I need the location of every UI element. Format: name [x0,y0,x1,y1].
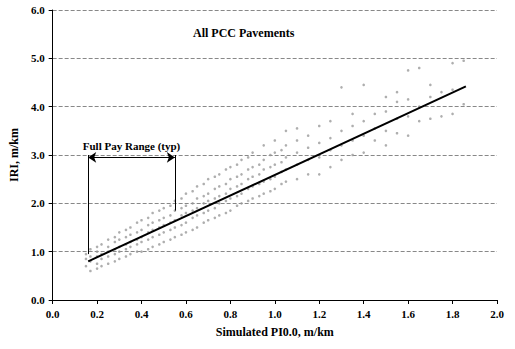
svg-text:1.4: 1.4 [357,308,371,320]
svg-text:1.0: 1.0 [31,246,45,258]
svg-text:0.4: 0.4 [135,308,149,320]
svg-text:Simulated PI0.0, m/km: Simulated PI0.0, m/km [216,325,334,339]
svg-text:0.8: 0.8 [224,308,238,320]
svg-text:0.6: 0.6 [179,308,193,320]
svg-text:1.0: 1.0 [268,308,282,320]
svg-text:2.0: 2.0 [490,308,504,320]
svg-text:IRI, m/km: IRI, m/km [7,128,21,182]
svg-text:4.0: 4.0 [31,101,45,113]
svg-text:1.2: 1.2 [312,308,326,320]
svg-text:Full Pay Range (typ): Full Pay Range (typ) [83,140,181,153]
svg-text:2.0: 2.0 [31,197,45,209]
svg-text:0.0: 0.0 [31,294,45,306]
svg-text:1.8: 1.8 [446,308,460,320]
svg-text:All PCC Pavements: All PCC Pavements [193,26,295,40]
svg-text:6.0: 6.0 [31,4,45,16]
svg-text:3.0: 3.0 [31,149,45,161]
svg-text:5.0: 5.0 [31,52,45,64]
svg-text:0.0: 0.0 [46,308,60,320]
svg-text:1.6: 1.6 [401,308,415,320]
svg-text:0.2: 0.2 [90,308,104,320]
